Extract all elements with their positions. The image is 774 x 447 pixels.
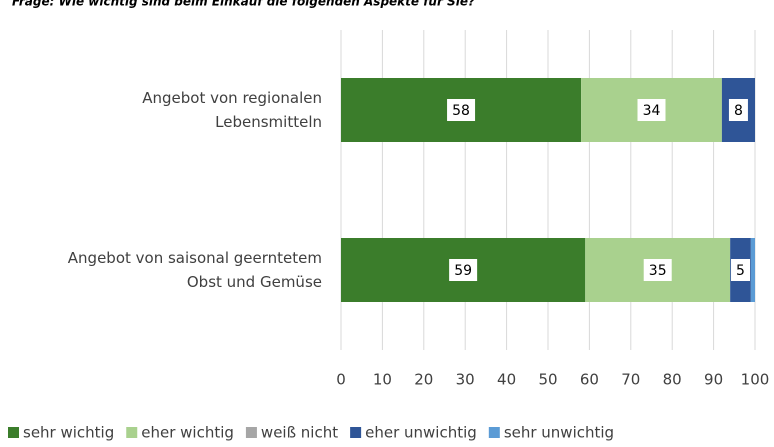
x-tick-label: 30 [456, 371, 475, 389]
legend-swatch [245, 427, 257, 438]
x-tick-label: 90 [704, 371, 723, 389]
legend-swatch [126, 427, 138, 438]
legend-label: eher unwichtig [365, 424, 477, 442]
value-label-box [728, 99, 748, 121]
value-label: 34 [643, 103, 661, 119]
x-tick-label: 60 [580, 371, 599, 389]
bar-segment [750, 238, 755, 302]
x-tick-label: 20 [414, 371, 433, 389]
value-label-box [731, 259, 751, 281]
value-label: 5 [736, 263, 745, 279]
x-tick-label: 40 [497, 371, 516, 389]
category-label: Angebot von regionalen Lebensmitteln [142, 89, 322, 131]
category-label-line: Angebot von saisonal geerntetem [68, 249, 322, 267]
legend-label: sehr wichtig [23, 424, 114, 442]
value-label: 59 [454, 263, 472, 279]
value-label-box [447, 99, 476, 121]
x-tick-label: 100 [741, 371, 770, 389]
x-tick-label: 80 [663, 371, 682, 389]
x-tick-label: 10 [373, 371, 392, 389]
value-label: 58 [452, 103, 470, 119]
x-tick-label: 50 [538, 371, 557, 389]
legend-label: sehr unwichtig [504, 424, 614, 442]
legend-swatch [350, 427, 362, 438]
x-tick-label: 0 [336, 371, 346, 389]
category-label-line: Obst und Gemüse [187, 273, 322, 291]
category-label-line: Lebensmitteln [215, 113, 322, 131]
value-label-box [637, 99, 666, 121]
chart-title: Frage: Wie wichtig sind beim Einkauf die… [12, 0, 475, 9]
category-label-line: Angebot von regionalen [142, 89, 322, 107]
value-label: 8 [734, 103, 743, 119]
value-label-box [643, 259, 672, 281]
category-label: Angebot von saisonal geerntetem Obst und … [68, 249, 322, 291]
x-tick-label: 70 [621, 371, 640, 389]
legend-label: weiß nicht [261, 424, 338, 442]
legend-label: eher wichtig [141, 424, 234, 442]
legend-swatch [488, 427, 500, 438]
legend-swatch [8, 427, 19, 438]
value-label: 35 [649, 263, 667, 279]
value-label-box [449, 259, 478, 281]
